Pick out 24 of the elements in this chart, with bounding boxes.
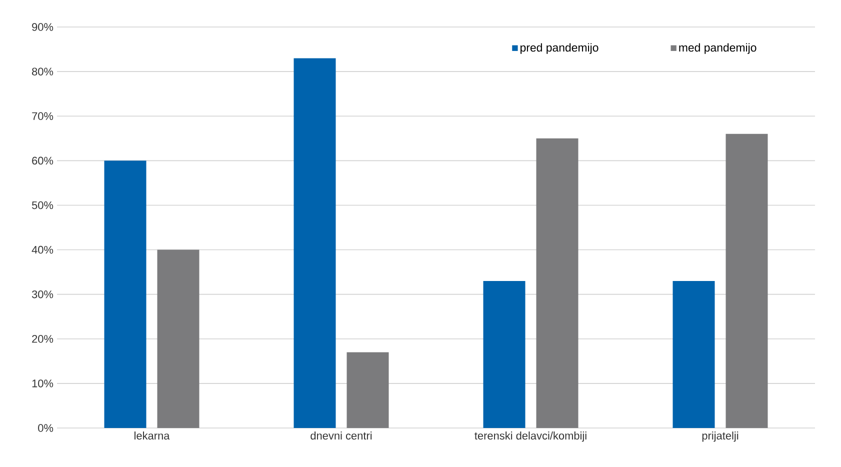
y-tick-label: 40% — [32, 246, 54, 254]
x-tick-label: dnevni centri — [310, 432, 372, 440]
bar — [483, 280, 526, 428]
x-tick-label: terenski delavci/kombiji — [474, 432, 586, 442]
legend-label: pred pandemijo — [520, 43, 598, 54]
x-tick-label: prijatelji — [702, 432, 738, 442]
y-tick-label: 0% — [38, 424, 54, 432]
bar — [672, 280, 715, 428]
y-tick-label: 70% — [32, 112, 54, 120]
x-tick-label: lekarna — [134, 432, 170, 440]
legend-label: med pandemijo — [679, 43, 756, 54]
bar — [157, 250, 200, 428]
y-tick-label: 80% — [32, 68, 54, 76]
bar — [104, 160, 146, 428]
y-tick-label: 20% — [32, 335, 54, 343]
y-tick-label: 60% — [32, 156, 54, 165]
bar — [294, 58, 336, 428]
y-tick-label: 10% — [32, 380, 54, 388]
y-tick-label: 30% — [32, 290, 54, 298]
bar — [536, 138, 578, 428]
bar — [726, 134, 768, 428]
y-tick-label: 90% — [32, 23, 54, 31]
y-tick-label: 50% — [32, 201, 54, 210]
bar — [346, 352, 389, 428]
